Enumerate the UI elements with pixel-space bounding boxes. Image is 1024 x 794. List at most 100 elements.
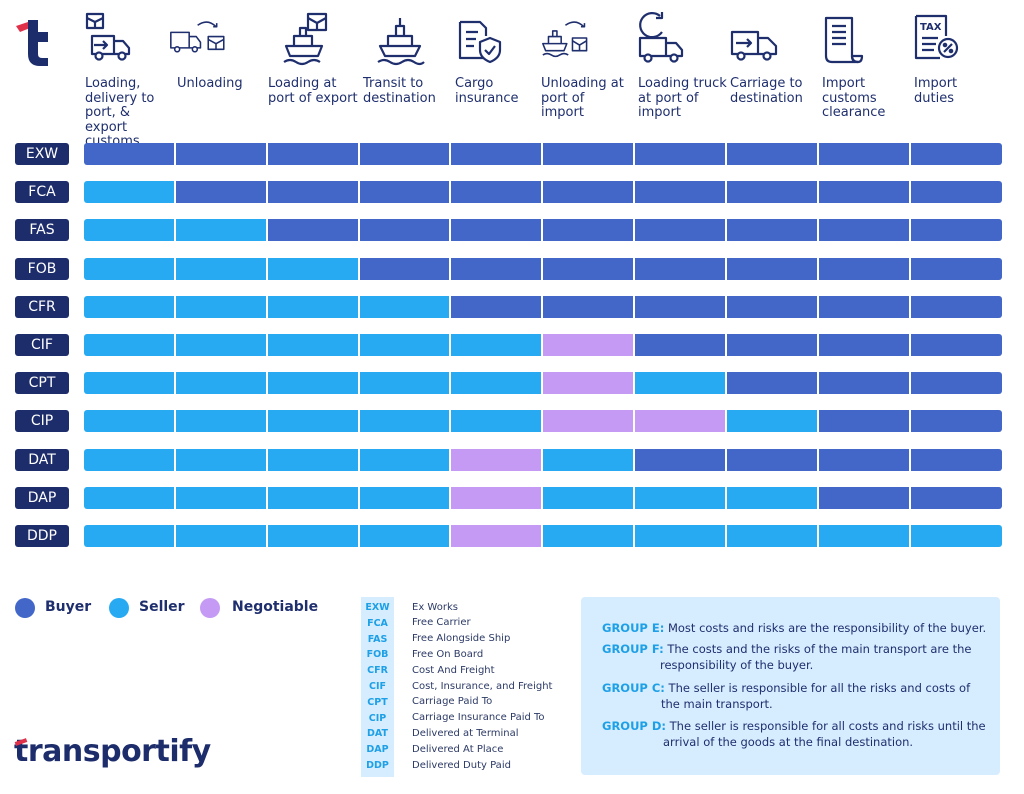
- responsibility-cell: [176, 295, 266, 318]
- responsibility-cell: [543, 334, 633, 356]
- incoterm-code-badge: CPT: [15, 372, 69, 395]
- responsibility-cell: [911, 295, 1002, 318]
- responsibility-cell: [635, 257, 725, 280]
- responsibility-cell: [360, 181, 449, 204]
- responsibility-cell: [360, 334, 449, 356]
- column-label: Unloading: [177, 76, 243, 91]
- responsibility-cell: [84, 448, 174, 471]
- incoterm-code-badge: FOB: [15, 257, 69, 280]
- group-text: The costs and the risks of the main tran…: [660, 642, 972, 672]
- seller-legend-dot: [109, 598, 129, 618]
- responsibility-cell: [360, 525, 449, 547]
- responsibility-cell: [911, 410, 1002, 433]
- buyer-legend-dot: [15, 598, 35, 618]
- responsibility-cell: [84, 486, 174, 509]
- group-explanation-box: [581, 597, 1000, 775]
- truck-arrow-icon: [730, 30, 778, 61]
- responsibility-cell: [543, 295, 633, 318]
- brand-wordmark: transportify: [14, 734, 211, 769]
- responsibility-cell: [727, 257, 817, 280]
- incoterm-row: [84, 295, 1002, 318]
- responsibility-cell: [451, 143, 541, 165]
- responsibility-cell: [635, 448, 725, 471]
- responsibility-cell: [911, 257, 1002, 280]
- incoterm-code-badge: CFR: [15, 295, 69, 318]
- responsibility-cell: [727, 219, 817, 242]
- responsibility-cell: [727, 372, 817, 395]
- responsibility-cell: [176, 410, 266, 433]
- svg-text:TAX: TAX: [920, 22, 942, 33]
- responsibility-cell: [84, 143, 174, 165]
- abbreviation-name: Ex Works: [412, 601, 458, 613]
- responsibility-cell: [911, 372, 1002, 395]
- responsibility-cell: [911, 334, 1002, 356]
- responsibility-cell: [543, 181, 633, 204]
- responsibility-cell: [268, 525, 358, 547]
- responsibility-cell: [176, 181, 266, 204]
- responsibility-cell: [360, 486, 449, 509]
- responsibility-cell: [543, 486, 633, 509]
- responsibility-cell: [635, 181, 725, 204]
- responsibility-cell: [819, 295, 909, 318]
- group-f-note: GROUP F: The costs and the risks of the …: [602, 641, 992, 673]
- responsibility-cell: [451, 219, 541, 242]
- seller-legend-label: Seller: [139, 599, 185, 615]
- column-label: Unloading at port of import: [541, 76, 624, 120]
- responsibility-cell: [360, 410, 449, 433]
- abbreviation-name: Cost, Insurance, and Freight: [412, 680, 553, 692]
- responsibility-cell: [176, 448, 266, 471]
- abbreviation-code: CIF: [369, 681, 386, 692]
- abbreviation-name: Delivered at Terminal: [412, 727, 519, 739]
- responsibility-cell: [84, 410, 174, 433]
- responsibility-cell: [819, 525, 909, 547]
- responsibility-cell: [727, 181, 817, 204]
- abbreviation-name: Free Carrier: [412, 617, 471, 629]
- abbreviation-name: Cost And Freight: [412, 664, 495, 676]
- column-label: Cargo insurance: [455, 76, 519, 106]
- truck-with-box-icon: [85, 12, 131, 61]
- column-label: Transit to destination: [363, 76, 436, 106]
- incoterm-row: [84, 410, 1002, 433]
- responsibility-cell: [635, 334, 725, 356]
- column-label: Carriage to destination: [730, 76, 803, 106]
- ship-unloading-icon: [542, 21, 588, 58]
- responsibility-cell: [543, 257, 633, 280]
- incoterm-row: [84, 486, 1002, 509]
- responsibility-cell: [911, 525, 1002, 547]
- responsibility-cell: [635, 372, 725, 395]
- incoterm-row: [84, 525, 1002, 547]
- incoterm-code-badge: CIP: [15, 410, 69, 433]
- responsibility-cell: [176, 334, 266, 356]
- transportify-logo-icon: [16, 20, 48, 66]
- group-key: GROUP C:: [602, 681, 665, 695]
- incoterm-code-badge: CIF: [15, 334, 69, 356]
- responsibility-cell: [727, 143, 817, 165]
- abbreviation-code: DAT: [367, 728, 388, 740]
- responsibility-cell: [176, 372, 266, 395]
- responsibility-cell: [819, 219, 909, 242]
- responsibility-cell: [727, 410, 817, 433]
- responsibility-cell: [360, 257, 449, 280]
- group-c-note: GROUP C: The seller is responsible for a…: [602, 680, 992, 712]
- abbreviation-name: Carriage Paid To: [412, 696, 493, 708]
- responsibility-cell: [635, 219, 725, 242]
- group-key: GROUP E:: [602, 621, 665, 635]
- incoterm-row: [84, 448, 1002, 471]
- abbreviation-code: FCA: [367, 617, 388, 629]
- column-label: Loading truck at port of import: [638, 76, 727, 120]
- responsibility-cell: [911, 486, 1002, 509]
- group-text: The seller is responsible for all the ri…: [661, 681, 971, 711]
- responsibility-cell: [543, 143, 633, 165]
- responsibility-cell: [451, 486, 541, 509]
- responsibility-cell: [911, 143, 1002, 165]
- responsibility-cell: [451, 257, 541, 280]
- responsibility-cell: [635, 525, 725, 547]
- responsibility-cell: [819, 372, 909, 395]
- responsibility-cell: [635, 143, 725, 165]
- group-key: GROUP D:: [602, 719, 666, 733]
- incoterm-row: [84, 181, 1002, 204]
- responsibility-cell: [727, 525, 817, 547]
- responsibility-cell: [451, 448, 541, 471]
- abbreviation-code: FOB: [366, 649, 389, 661]
- abbreviation-name: Delivered At Place: [412, 743, 504, 755]
